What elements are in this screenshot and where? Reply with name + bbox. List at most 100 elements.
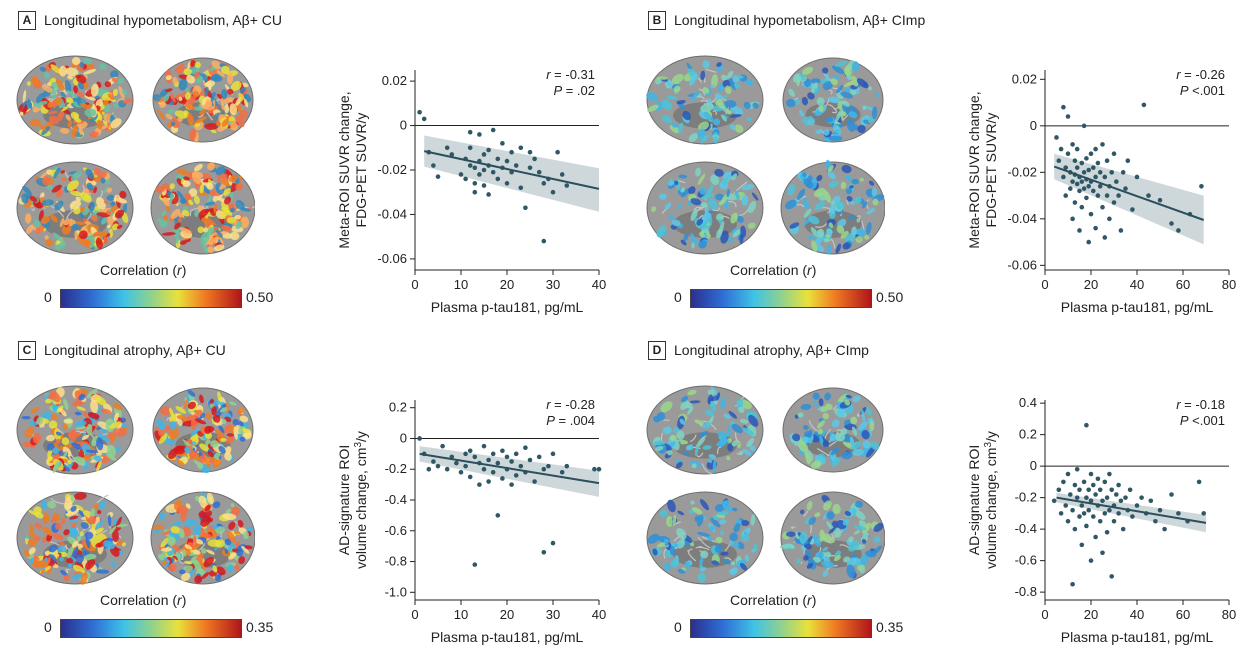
data-point: [1086, 507, 1091, 513]
x-tick-label: 10: [454, 607, 468, 622]
colorbar-label: Correlation (r): [730, 592, 817, 608]
data-point: [536, 169, 542, 175]
y-axis-label: AD-signature ROI volume change, cm3/y: [336, 431, 369, 569]
stat-p: P = .004: [546, 413, 595, 428]
panel-title: Longitudinal atrophy, Aβ+ CU: [44, 342, 226, 358]
stat-p: P <.001: [1180, 413, 1225, 428]
x-tick-label: 40: [592, 607, 606, 622]
data-point: [504, 158, 510, 164]
data-point: [1153, 518, 1158, 524]
data-point: [426, 466, 432, 472]
data-point: [1074, 181, 1080, 187]
data-point: [1068, 186, 1073, 191]
x-tick-label: 10: [454, 277, 468, 292]
data-point: [463, 176, 468, 182]
data-point: [1093, 174, 1098, 180]
y-tick-label: -0.8: [385, 554, 407, 569]
data-point: [1065, 518, 1071, 524]
data-point: [1061, 174, 1066, 180]
data-point: [1109, 574, 1114, 579]
data-point: [454, 460, 459, 466]
panel-d: D Longitudinal atrophy, Aβ+ CImp Correlati…: [630, 330, 1260, 660]
colorbar-max: 0.50: [246, 289, 274, 305]
x-tick-label: 80: [1222, 277, 1236, 292]
stat-p: P = .02: [553, 83, 595, 98]
x-axis-label: Plasma p-tau181, pg/mL: [431, 629, 584, 645]
panel-a: A Longitudinal hypometabolism, Aβ+ CU Corr…: [0, 0, 630, 330]
y-tick-label: -0.02: [1007, 164, 1037, 179]
svg-text:Meta-ROI SUVR change,: Meta-ROI SUVR change,: [336, 91, 352, 248]
data-point: [546, 463, 551, 469]
data-point: [509, 149, 514, 155]
panel-header: D Longitudinal atrophy, Aβ+ CImp: [648, 340, 869, 360]
data-point: [472, 189, 478, 195]
stat-p: P <.001: [1180, 83, 1225, 98]
data-point: [431, 459, 436, 464]
panel-c: C Longitudinal atrophy, Aβ+ CU Correlation…: [0, 330, 630, 660]
regression-line: [423, 150, 600, 190]
data-point: [1116, 511, 1121, 516]
data-point: [458, 470, 464, 475]
data-point: [1107, 216, 1112, 222]
colorbar-min: 0: [674, 619, 682, 635]
data-point: [1114, 492, 1119, 497]
data-point: [550, 540, 556, 546]
confidence-band: [1056, 492, 1206, 533]
stat-r: r = -0.18: [1176, 397, 1225, 412]
x-tick-label: 80: [1222, 607, 1236, 622]
data-point: [1104, 193, 1110, 198]
data-point: [532, 156, 537, 162]
data-point: [1102, 479, 1108, 485]
data-point: [472, 562, 478, 567]
data-point: [444, 466, 450, 472]
data-point: [486, 192, 491, 197]
data-point: [1084, 495, 1089, 500]
y-tick-label: 0: [1030, 458, 1037, 473]
data-point: [435, 463, 441, 469]
data-point: [481, 167, 487, 173]
y-tick-label: -0.4: [1015, 521, 1037, 536]
data-point: [1070, 142, 1075, 147]
data-point: [523, 205, 528, 211]
colorbar: [690, 619, 872, 638]
data-point: [1104, 158, 1110, 163]
y-tick-label: 0: [400, 118, 407, 133]
data-point: [1141, 102, 1147, 108]
brain-lateral-right: [150, 491, 255, 585]
data-point: [472, 181, 478, 186]
data-point: [500, 448, 505, 454]
x-axis-label: Plasma p-tau181, pg/mL: [1061, 629, 1214, 645]
data-point: [481, 152, 487, 157]
brain-lateral-left: [16, 161, 134, 255]
y-tick-label: 0.2: [389, 400, 407, 415]
data-point: [1084, 523, 1089, 529]
panel-title: Longitudinal hypometabolism, Aβ+ CU: [44, 12, 283, 28]
data-point: [431, 163, 436, 168]
data-point: [1100, 550, 1105, 556]
data-point: [1061, 104, 1066, 110]
brain-medial-right: [782, 387, 884, 473]
data-point: [467, 129, 473, 135]
data-point: [1134, 174, 1140, 180]
data-point: [1068, 492, 1073, 497]
y-tick-label: -0.02: [377, 162, 407, 177]
data-point: [500, 141, 505, 146]
data-point: [1065, 151, 1071, 157]
x-axis-label: Plasma p-tau181, pg/mL: [1061, 299, 1214, 315]
data-point: [1088, 471, 1094, 477]
panel-title: Longitudinal atrophy, Aβ+ CImp: [674, 342, 869, 358]
data-point: [1104, 529, 1110, 535]
svg-text:Meta-ROI SUVR change,: Meta-ROI SUVR change,: [966, 91, 982, 248]
colorbar-label: Correlation (r): [100, 592, 187, 608]
data-point: [486, 479, 491, 484]
data-point: [1100, 204, 1105, 210]
data-point: [1056, 487, 1062, 493]
data-point: [1169, 492, 1174, 497]
y-tick-label: 0.02: [382, 73, 407, 88]
data-point: [1130, 514, 1135, 519]
data-point: [1148, 498, 1154, 504]
y-tick-label: -0.06: [377, 251, 407, 266]
data-point: [527, 457, 533, 463]
data-point: [1091, 514, 1096, 519]
data-point: [1088, 151, 1094, 157]
